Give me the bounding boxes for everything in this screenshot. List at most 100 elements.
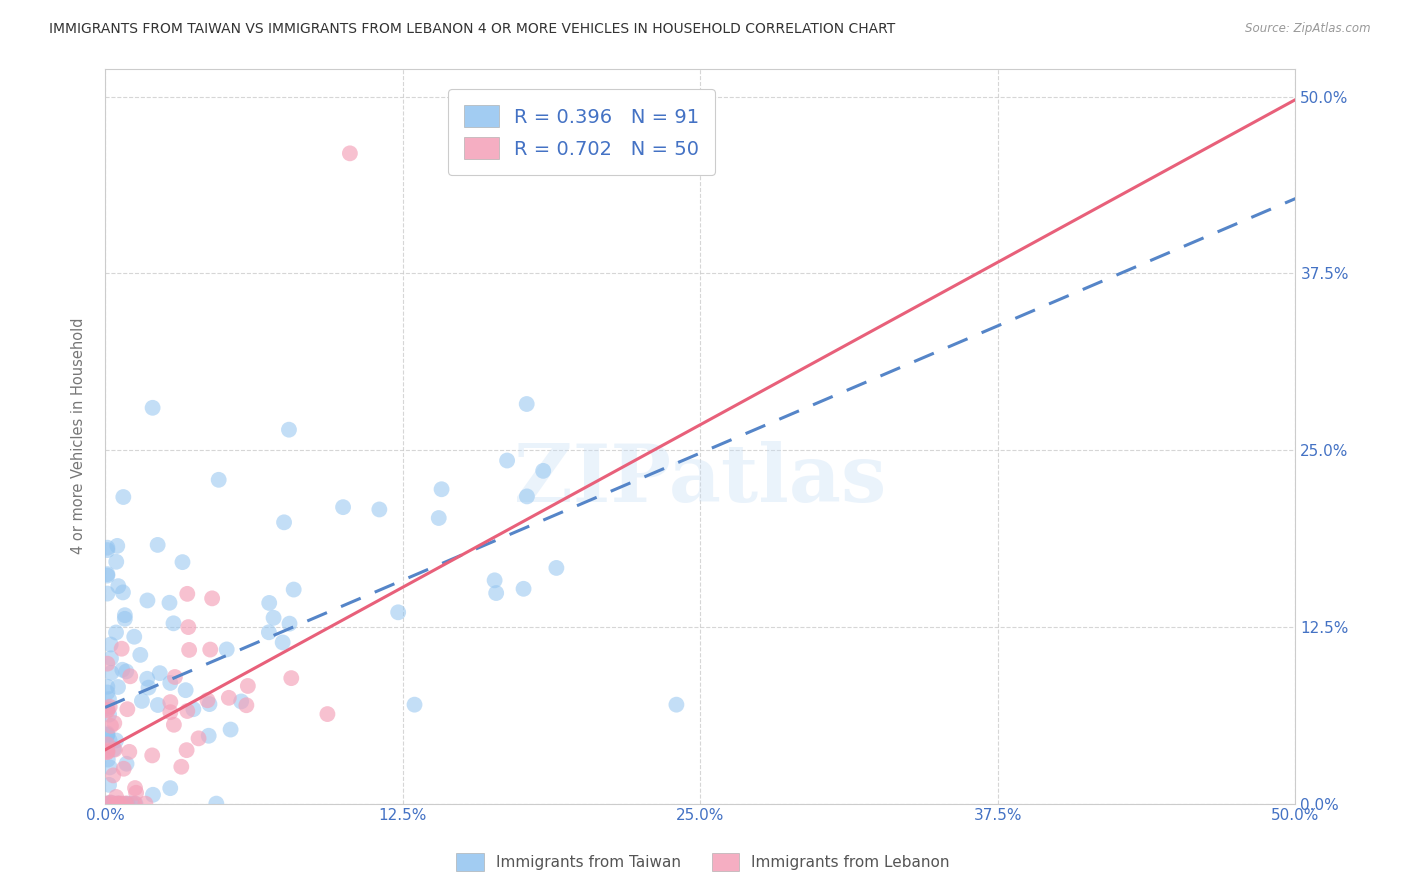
- Point: [97, 753, 120, 767]
- Point: [271, 635, 294, 649]
- Point: [115, 665, 138, 679]
- Point: [163, 718, 186, 732]
- Point: [215, 642, 238, 657]
- Point: [231, 694, 253, 708]
- Point: [172, 555, 194, 569]
- Point: [219, 723, 242, 737]
- Point: [120, 669, 142, 683]
- Point: [138, 681, 160, 695]
- Point: [174, 683, 197, 698]
- Point: [484, 574, 506, 588]
- Point: [111, 585, 134, 599]
- Point: [96, 567, 118, 582]
- Point: [236, 679, 259, 693]
- Point: [205, 797, 228, 811]
- Point: [96, 685, 118, 699]
- Point: [96, 738, 118, 752]
- Text: IMMIGRANTS FROM TAIWAN VS IMMIGRANTS FROM LEBANON 4 OR MORE VEHICLES IN HOUSEHOL: IMMIGRANTS FROM TAIWAN VS IMMIGRANTS FRO…: [49, 22, 896, 37]
- Point: [114, 608, 136, 623]
- Point: [98, 778, 121, 792]
- Point: [176, 587, 198, 601]
- Point: [105, 733, 128, 747]
- Point: [332, 500, 354, 515]
- Point: [114, 797, 136, 811]
- Point: [107, 797, 129, 811]
- Point: [159, 705, 181, 719]
- Point: [96, 745, 118, 759]
- Y-axis label: 4 or more Vehicles in Household: 4 or more Vehicles in Household: [72, 318, 86, 554]
- Point: [98, 760, 121, 774]
- Point: [430, 482, 453, 496]
- Point: [142, 401, 165, 415]
- Point: [546, 561, 568, 575]
- Point: [96, 704, 118, 718]
- Point: [98, 733, 121, 747]
- Point: [96, 728, 118, 742]
- Point: [96, 703, 118, 717]
- Point: [100, 651, 122, 665]
- Point: [179, 643, 201, 657]
- Point: [427, 511, 450, 525]
- Point: [136, 593, 159, 607]
- Point: [197, 729, 219, 743]
- Point: [162, 616, 184, 631]
- Point: [176, 743, 198, 757]
- Point: [278, 423, 301, 437]
- Point: [159, 781, 181, 796]
- Point: [136, 672, 159, 686]
- Point: [273, 516, 295, 530]
- Point: [103, 768, 125, 782]
- Point: [104, 742, 127, 756]
- Text: ZIPatlas: ZIPatlas: [515, 442, 886, 519]
- Point: [183, 702, 205, 716]
- Point: [96, 745, 118, 759]
- Point: [111, 797, 134, 811]
- Point: [200, 642, 222, 657]
- Point: [96, 726, 118, 740]
- Point: [134, 797, 156, 811]
- Point: [516, 490, 538, 504]
- Point: [129, 648, 152, 662]
- Point: [163, 670, 186, 684]
- Point: [117, 702, 139, 716]
- Point: [100, 665, 122, 680]
- Point: [257, 625, 280, 640]
- Point: [496, 453, 519, 467]
- Point: [208, 473, 231, 487]
- Point: [96, 657, 118, 671]
- Point: [107, 797, 129, 811]
- Point: [100, 796, 122, 810]
- Point: [97, 692, 120, 706]
- Point: [96, 797, 118, 811]
- Point: [125, 786, 148, 800]
- Point: [96, 743, 118, 757]
- Point: [159, 676, 181, 690]
- Point: [512, 582, 534, 596]
- Point: [280, 671, 302, 685]
- Point: [115, 756, 138, 771]
- Point: [263, 611, 285, 625]
- Point: [97, 797, 120, 811]
- Point: [107, 797, 129, 811]
- Point: [112, 762, 135, 776]
- Point: [131, 694, 153, 708]
- Point: [159, 596, 181, 610]
- Legend: Immigrants from Taiwan, Immigrants from Lebanon: Immigrants from Taiwan, Immigrants from …: [450, 847, 956, 877]
- Point: [339, 146, 361, 161]
- Point: [97, 701, 120, 715]
- Point: [235, 698, 257, 713]
- Point: [112, 490, 135, 504]
- Point: [159, 695, 181, 709]
- Point: [117, 797, 139, 811]
- Point: [100, 719, 122, 733]
- Point: [278, 616, 301, 631]
- Point: [146, 538, 169, 552]
- Point: [100, 638, 122, 652]
- Point: [177, 620, 200, 634]
- Point: [316, 707, 339, 722]
- Point: [114, 612, 136, 626]
- Point: [404, 698, 426, 712]
- Point: [176, 704, 198, 718]
- Point: [96, 568, 118, 582]
- Point: [218, 690, 240, 705]
